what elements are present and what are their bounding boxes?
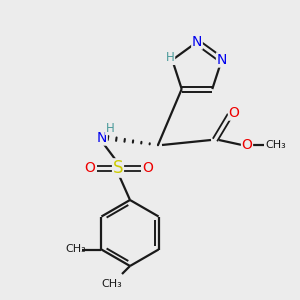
Text: O: O: [229, 106, 239, 120]
Text: O: O: [142, 161, 153, 175]
Text: CH₃: CH₃: [266, 140, 286, 150]
Text: N: N: [192, 35, 202, 49]
Text: N: N: [217, 53, 227, 67]
Text: N: N: [97, 131, 107, 145]
Text: O: O: [242, 138, 252, 152]
Text: CH₃: CH₃: [102, 279, 122, 289]
Text: O: O: [85, 161, 95, 175]
Text: H: H: [166, 52, 175, 64]
Text: H: H: [106, 122, 114, 134]
Text: CH₃: CH₃: [65, 244, 86, 254]
Text: S: S: [113, 159, 123, 177]
